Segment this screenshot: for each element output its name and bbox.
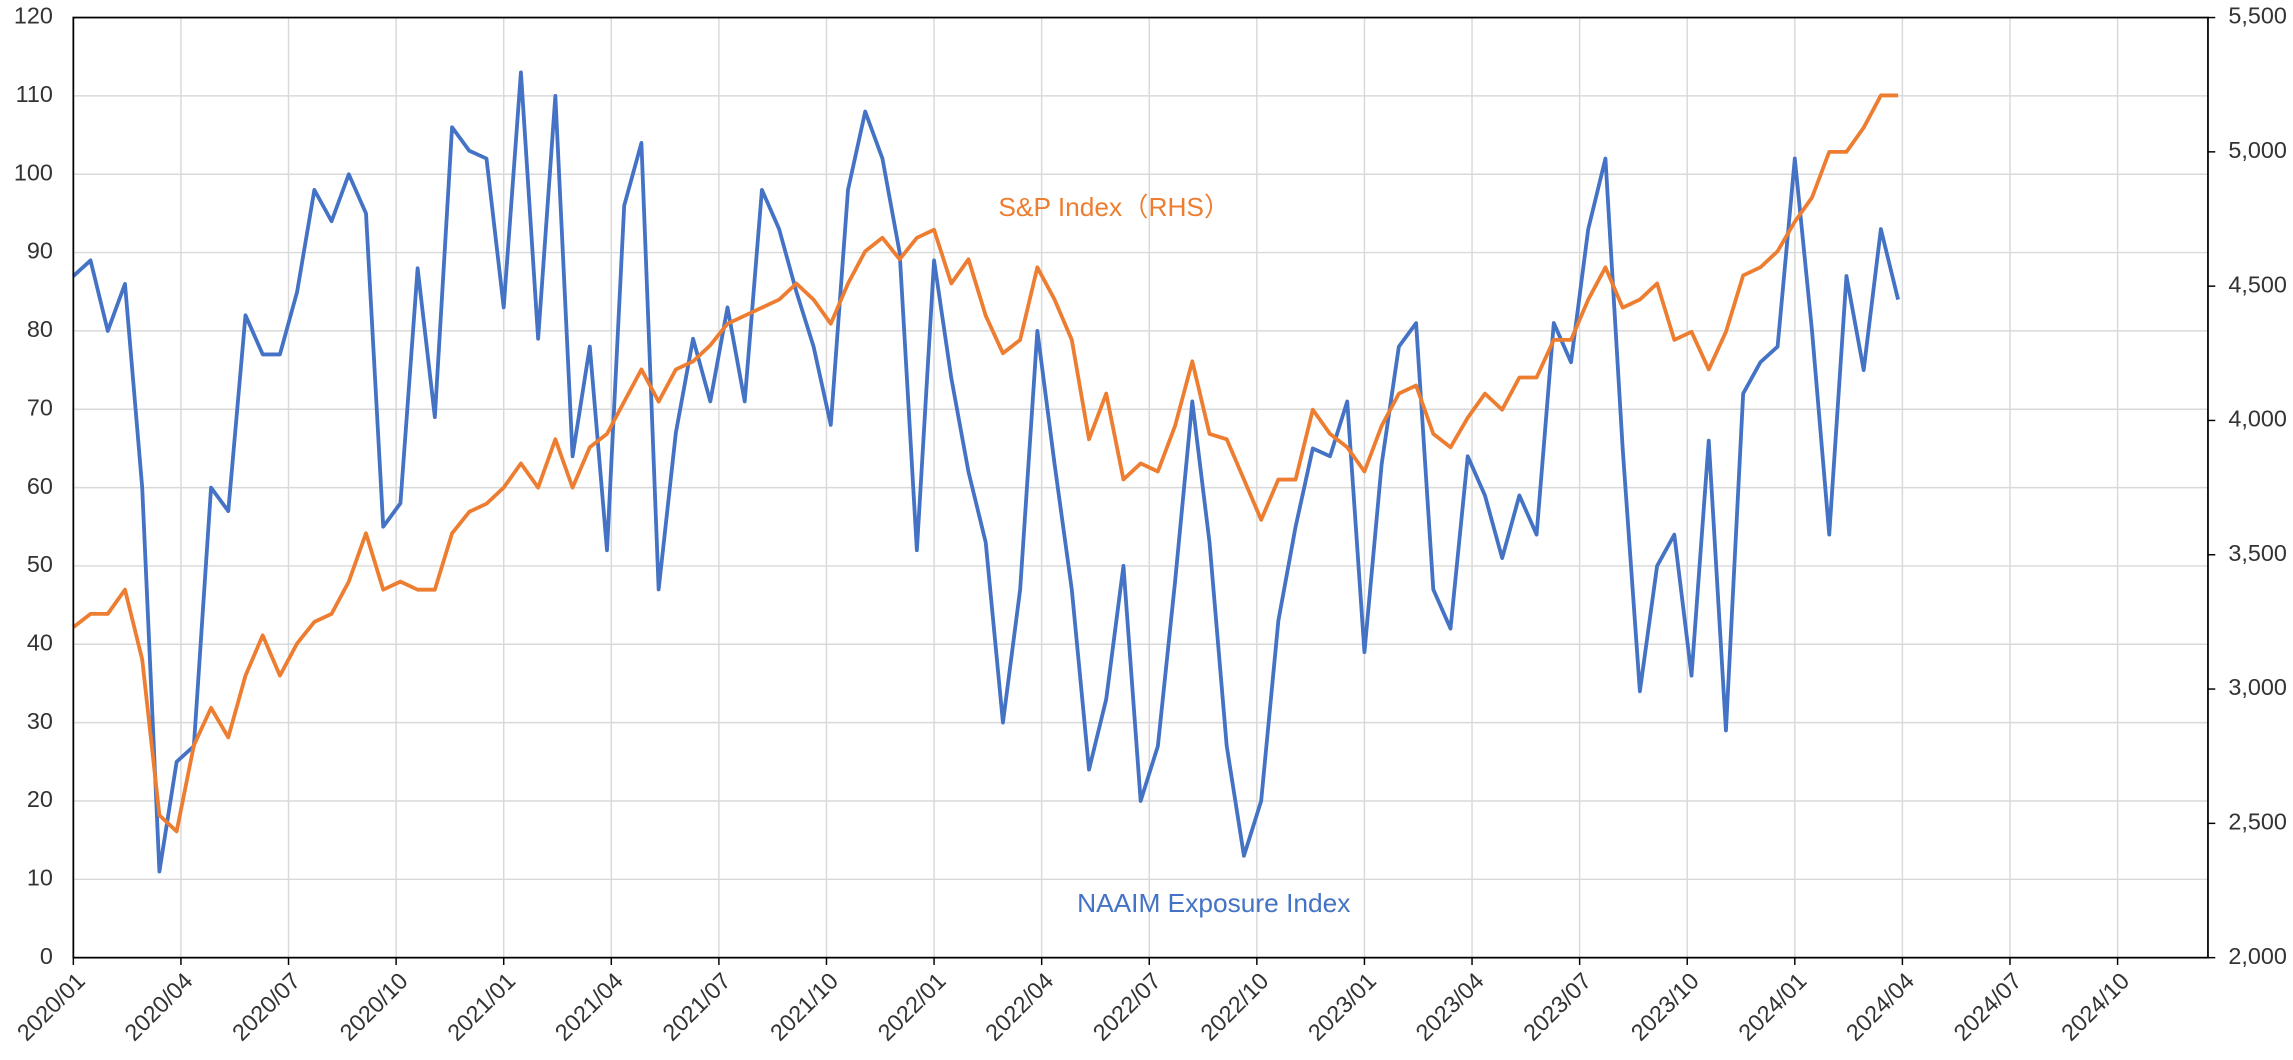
y-tick-label: 20: [27, 786, 53, 812]
x-tick-label: 2023/04: [1411, 968, 1489, 1046]
x-tick-label: 2020/01: [12, 968, 90, 1046]
y2-tick-label: 2,500: [2228, 809, 2287, 835]
x-tick-label: 2021/07: [657, 968, 735, 1046]
x-tick-label: 2020/10: [335, 968, 413, 1046]
y-tick-label: 70: [27, 394, 53, 420]
y-tick-label: 90: [27, 238, 53, 264]
lines: [72, 70, 1900, 874]
x-tick-label: 2022/07: [1088, 968, 1166, 1046]
y2-tick-label: 4,500: [2228, 271, 2287, 297]
y-tick-label: 120: [14, 3, 53, 29]
x-tick-label: 2023/01: [1303, 968, 1381, 1046]
y-tick-label: 10: [27, 864, 53, 890]
y-tick-label: 100: [14, 159, 53, 185]
y2-tick-label: 3,000: [2228, 674, 2287, 700]
y2-tick-label: 3,500: [2228, 540, 2287, 566]
x-tick-label: 2022/01: [873, 968, 951, 1046]
x-tick-label: 2024/04: [1841, 968, 1919, 1046]
x-tick-label: 2024/01: [1733, 968, 1811, 1046]
x-tick-label: 2024/07: [1949, 968, 2027, 1046]
y2-tick-label: 5,000: [2228, 137, 2287, 163]
y-tick-label: 50: [27, 551, 53, 577]
y-tick-label: 80: [27, 316, 53, 342]
x-tick-label: 2021/10: [765, 968, 843, 1046]
y-tick-label: 40: [27, 629, 53, 655]
y2-tick-label: 4,000: [2228, 406, 2287, 432]
x-tick-label: 2021/01: [442, 968, 520, 1046]
x-tick-label: 2024/10: [2056, 968, 2134, 1046]
series-label: NAAIM Exposure Index: [1077, 888, 1350, 918]
y-tick-label: 0: [40, 943, 53, 969]
x-tick-label: 2023/07: [1518, 968, 1596, 1046]
y2-tick-label: 2,000: [2228, 943, 2287, 969]
y-tick-label: 30: [27, 708, 53, 734]
grid: [72, 16, 2208, 959]
series-label: S&P Index（RHS）: [998, 192, 1230, 222]
x-tick-label: 2020/04: [119, 968, 197, 1046]
plot-frame: [72, 16, 2209, 959]
x-tick-label: 2020/07: [227, 968, 305, 1046]
x-tick-label: 2021/04: [550, 968, 628, 1046]
series-line: [72, 70, 1900, 874]
x-tick-label: 2022/04: [980, 968, 1058, 1046]
y-tick-label: 60: [27, 473, 53, 499]
series-line: [72, 93, 1899, 834]
y2-tick-label: 5,500: [2228, 3, 2287, 29]
y-tick-label: 110: [16, 81, 53, 107]
x-tick-label: 2022/10: [1195, 968, 1273, 1046]
x-tick-label: 2023/10: [1626, 968, 1704, 1046]
